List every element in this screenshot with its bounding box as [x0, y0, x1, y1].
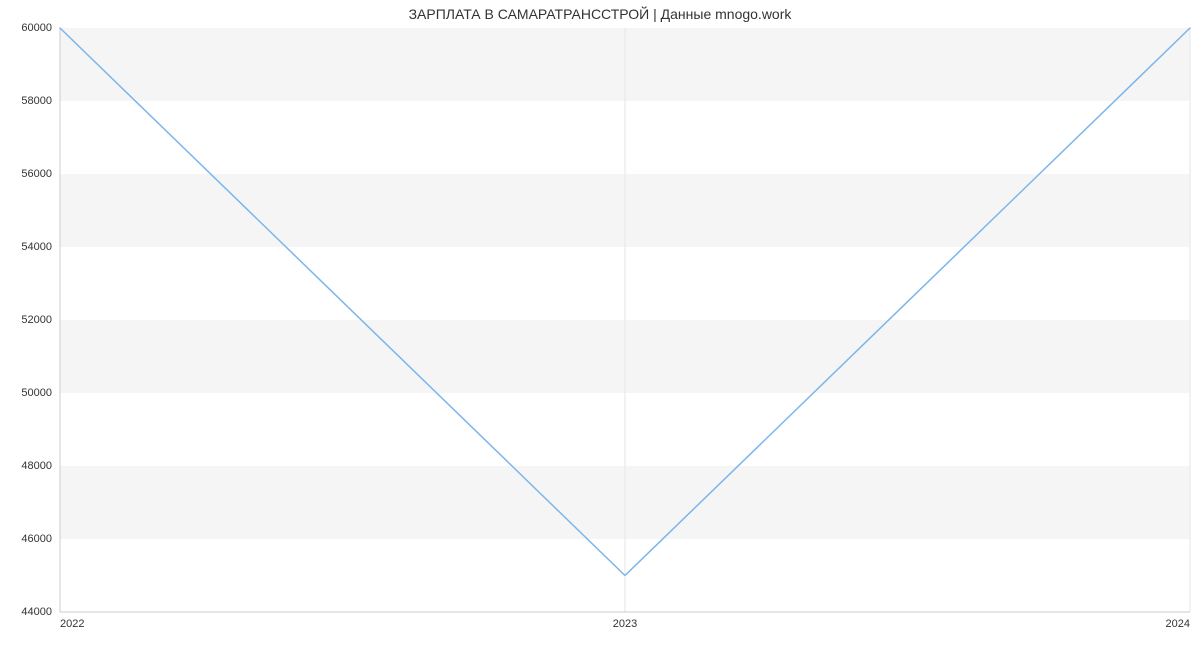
- y-tick-label: 56000: [21, 168, 52, 180]
- salary-line-chart: ЗАРПЛАТА В САМАРАТРАНССТРОЙ | Данные mno…: [0, 0, 1200, 650]
- y-tick-label: 50000: [21, 387, 52, 399]
- y-tick-label: 60000: [21, 22, 52, 34]
- x-tick-label: 2023: [605, 618, 645, 630]
- y-tick-label: 52000: [21, 314, 52, 326]
- y-tick-label: 48000: [21, 460, 52, 472]
- y-tick-label: 58000: [21, 95, 52, 107]
- y-tick-label: 54000: [21, 241, 52, 253]
- y-tick-label: 44000: [21, 606, 52, 618]
- tick-label-layer: 44000 46000 48000 50000 52000 54000 56000 58000…: [0, 0, 1200, 650]
- x-tick-label: 2022: [60, 618, 84, 630]
- x-tick-label: 2024: [1160, 618, 1190, 630]
- y-tick-label: 46000: [21, 533, 52, 545]
